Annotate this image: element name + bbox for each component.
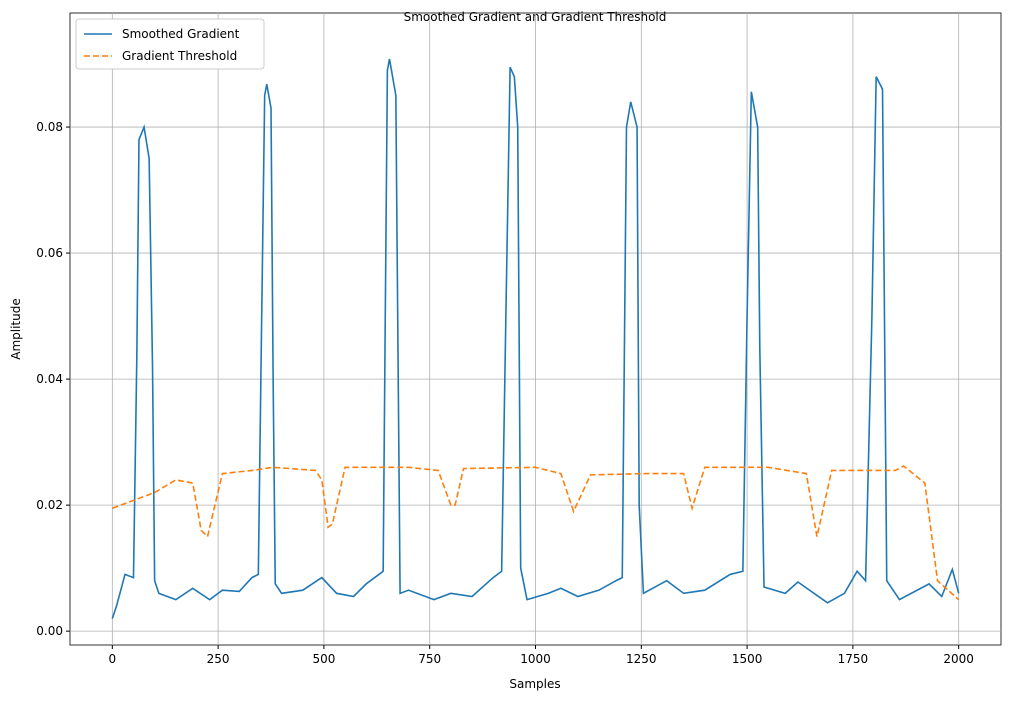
y-tick-label: 0.06 (36, 246, 63, 260)
y-tick-label: 0.02 (36, 498, 63, 512)
data-line (111, 58, 960, 619)
x-tick-label: 2000 (943, 652, 974, 666)
legend-label: Smoothed Gradient (122, 27, 240, 41)
x-axis-label: Samples (509, 677, 560, 691)
legend-box (75, 18, 265, 70)
x-tick-label: 1250 (626, 652, 657, 666)
x-tick-label: 750 (418, 652, 441, 666)
x-tick-label: 1500 (732, 652, 763, 666)
y-tick-label: 0.00 (36, 624, 63, 638)
chart-title: Smoothed Gradient and Gradient Threshold (404, 10, 667, 24)
x-tick-label: 250 (207, 652, 230, 666)
y-tick-label: 0.08 (36, 120, 63, 134)
legend-label: Gradient Threshold (122, 49, 237, 63)
data-line (112, 465, 960, 601)
x-tick-label: 500 (312, 652, 335, 666)
x-tick-label: 1750 (838, 652, 869, 666)
x-tick-label: 0 (108, 652, 116, 666)
y-tick-label: 0.04 (36, 372, 63, 386)
x-tick-label: 1000 (520, 652, 551, 666)
y-axis-label: Amplitude (9, 298, 23, 360)
